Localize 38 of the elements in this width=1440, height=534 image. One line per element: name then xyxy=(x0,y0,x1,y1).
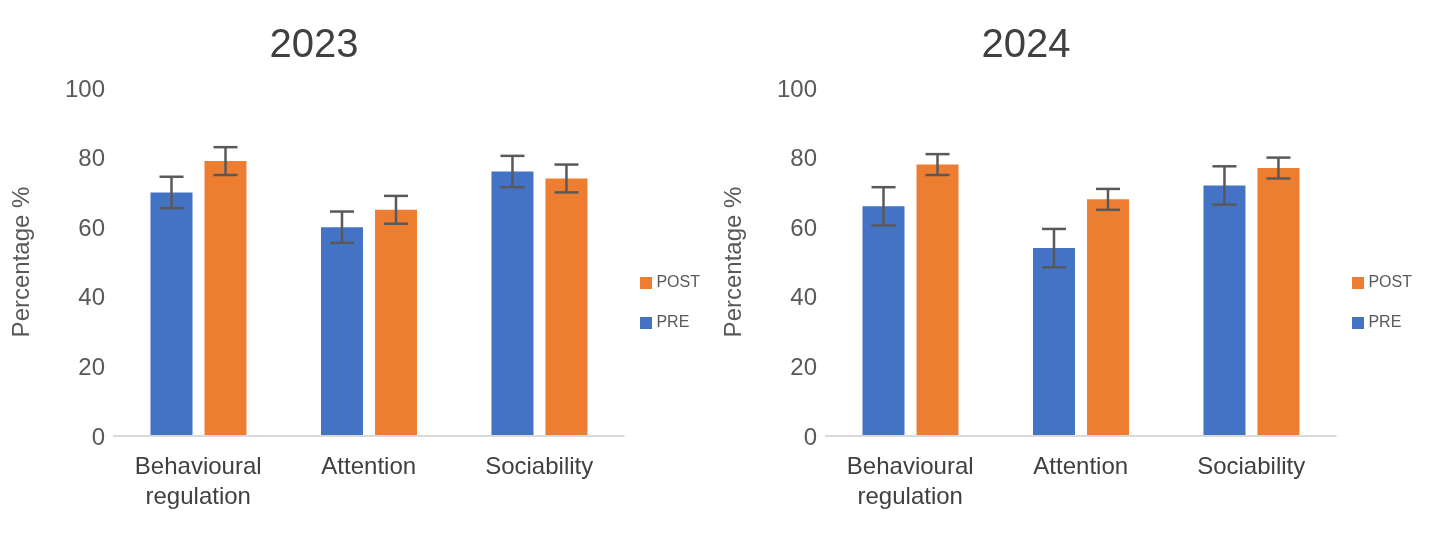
chart-title: 2024 xyxy=(981,21,1071,65)
bar xyxy=(150,192,193,436)
bar xyxy=(545,178,588,436)
chart-title: 2023 xyxy=(269,21,359,65)
legend-label: POST xyxy=(1368,273,1412,290)
y-tick-label: 20 xyxy=(790,352,817,380)
x-tick-label: Sociability xyxy=(485,452,594,479)
x-tick-label: Behavioural regulation xyxy=(134,452,262,509)
bar xyxy=(1086,199,1129,436)
y-tick-label: 100 xyxy=(776,74,817,102)
x-tick-label: Behavioural regulation xyxy=(846,452,974,509)
bar xyxy=(320,227,363,436)
bar xyxy=(374,209,417,436)
y-axis-title: Percentage % xyxy=(718,186,746,338)
legend-label: PRE xyxy=(1368,313,1402,330)
bar xyxy=(1032,248,1075,436)
x-tick-label: Attention xyxy=(321,452,417,479)
x-tick-label: Attention xyxy=(1033,452,1129,479)
y-tick-label: 20 xyxy=(78,352,105,380)
bar xyxy=(204,161,247,436)
y-tick-label: 40 xyxy=(790,283,817,311)
bar xyxy=(1257,168,1300,436)
y-tick-label: 0 xyxy=(803,422,817,450)
x-tick-label: Sociability xyxy=(1197,452,1306,479)
y-axis-title: Percentage % xyxy=(6,186,34,338)
y-tick-label: 0 xyxy=(91,422,105,450)
y-tick-label: 80 xyxy=(790,144,817,172)
legend-label: PRE xyxy=(656,313,690,330)
y-tick-label: 40 xyxy=(78,283,105,311)
bar xyxy=(491,171,534,436)
y-tick-label: 100 xyxy=(64,74,105,102)
y-tick-label: 60 xyxy=(790,213,817,241)
y-tick-label: 60 xyxy=(78,213,105,241)
bar xyxy=(862,206,905,436)
y-tick-label: 80 xyxy=(78,144,105,172)
legend-label: POST xyxy=(656,273,700,290)
bar xyxy=(916,164,959,436)
bar xyxy=(1203,185,1246,436)
